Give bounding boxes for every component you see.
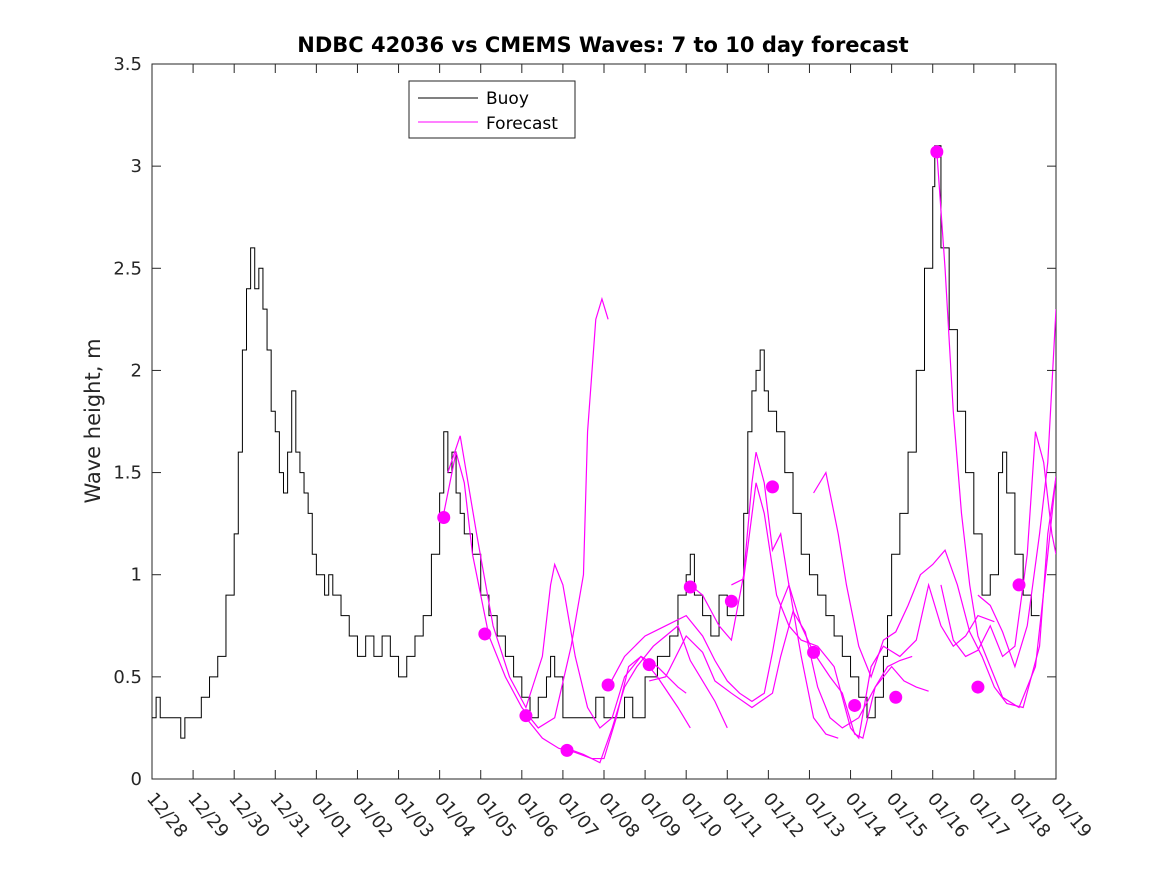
forecast-series-line: [936, 151, 1056, 709]
forecast-series-line: [566, 624, 728, 764]
forecast-marker: [765, 480, 779, 494]
x-tick-label: 01/08: [594, 789, 643, 842]
y-tick-label: 3.5: [113, 54, 142, 75]
forecast-series-line: [443, 296, 609, 729]
forecast-marker: [724, 594, 738, 608]
x-tick-label: 01/04: [430, 789, 479, 842]
forecast-series-line: [649, 609, 929, 729]
x-tick-label: 01/05: [471, 789, 520, 842]
legend-box: [408, 80, 576, 139]
x-tick-label: 01/10: [676, 789, 725, 842]
forecast-marker: [930, 145, 944, 159]
plot-area: [151, 63, 1057, 780]
forecast-series-line: [525, 655, 691, 760]
x-tick-label: 01/14: [841, 789, 890, 842]
y-tick-label: 1.5: [113, 463, 142, 484]
y-tick-label: 2: [131, 360, 142, 381]
x-tick-label: 01/13: [800, 789, 849, 842]
forecast-marker: [601, 678, 615, 692]
forecast-marker: [642, 658, 656, 672]
chart-title: NDBC 42036 vs CMEMS Waves: 7 to 10 day f…: [297, 33, 908, 57]
x-tick-label: 01/07: [553, 789, 602, 842]
forecast-marker: [971, 680, 985, 694]
y-tick-label: 0.5: [113, 667, 142, 688]
x-tick-label: 01/03: [389, 789, 438, 842]
y-axis-label: Wave height, m: [81, 338, 105, 503]
y-tick-label: 3: [131, 156, 142, 177]
forecast-marker: [560, 743, 574, 757]
x-tick-label: 01/12: [759, 789, 808, 842]
forecast-series-line: [940, 431, 1056, 658]
forecast-marker: [1012, 578, 1026, 592]
forecast-marker: [889, 690, 903, 704]
forecast-marker: [478, 627, 492, 641]
forecast-marker: [848, 698, 862, 712]
forecast-series-line: [731, 482, 995, 740]
legend-buoy-label: Buoy: [486, 89, 529, 109]
forecast-series-line: [977, 309, 1056, 669]
forecast-marker: [519, 709, 533, 723]
y-tick-label: 0: [131, 769, 142, 790]
x-tick-label: 01/09: [635, 789, 684, 842]
y-tick-label: 2.5: [113, 258, 142, 279]
x-tick-label: 12/30: [224, 789, 273, 842]
x-tick-label: 01/11: [717, 789, 766, 842]
y-tick-label: 1: [131, 565, 142, 586]
legend: Buoy Forecast: [408, 80, 576, 139]
forecast-series-line: [689, 451, 913, 740]
x-tick-label: 01/01: [307, 789, 356, 842]
x-tick-label: 12/31: [265, 789, 314, 842]
forecast-marker: [683, 580, 697, 594]
x-tick-label: 01/16: [923, 789, 972, 842]
x-tick-label: 01/18: [1005, 789, 1054, 842]
x-tick-label: 12/29: [183, 789, 232, 842]
forecast-marker: [437, 511, 451, 525]
x-tick-label: 01/19: [1046, 789, 1095, 842]
x-tick-label: 01/06: [512, 789, 561, 842]
x-tick-label: 12/28: [142, 789, 191, 842]
legend-forecast-label: Forecast: [486, 114, 558, 134]
buoy-series-line: [152, 145, 1040, 739]
x-tick-label: 01/17: [964, 789, 1013, 842]
x-tick-label: 01/02: [348, 789, 397, 842]
forecast-series-line: [607, 582, 839, 739]
forecast-marker: [807, 645, 821, 659]
x-tick-label: 01/15: [882, 789, 931, 842]
